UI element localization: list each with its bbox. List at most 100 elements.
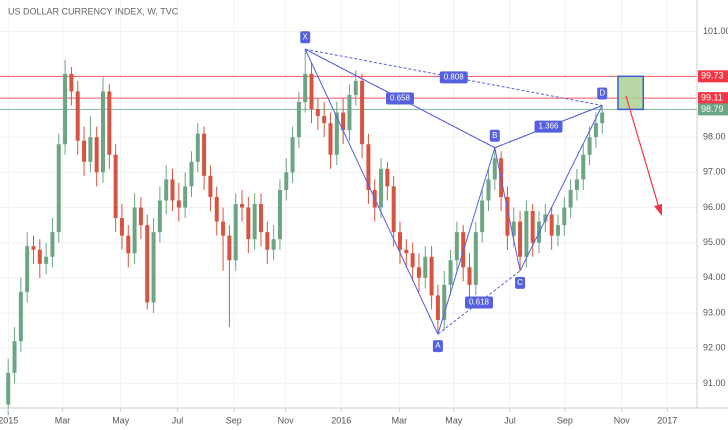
candle-body bbox=[271, 239, 276, 250]
candle-body bbox=[151, 232, 156, 303]
candle-body bbox=[227, 235, 232, 261]
x-tick-label: Mar bbox=[55, 415, 71, 425]
x-tick-label: May bbox=[445, 415, 463, 425]
candle-body bbox=[44, 256, 49, 264]
candle-body bbox=[480, 200, 485, 233]
price-label-box bbox=[698, 92, 728, 105]
candle-body bbox=[157, 200, 162, 233]
candle-body bbox=[581, 154, 586, 180]
target-zone bbox=[617, 75, 645, 111]
candle-body bbox=[221, 221, 226, 236]
candle-body bbox=[214, 196, 219, 222]
candle-body bbox=[442, 284, 447, 321]
x-tick-label: Jul bbox=[504, 415, 516, 425]
x-tick-label: Sep bbox=[226, 415, 242, 425]
candle-body bbox=[183, 186, 188, 208]
point-box bbox=[300, 31, 311, 44]
candle-body bbox=[568, 189, 573, 208]
candle-body bbox=[328, 123, 333, 155]
candle-body bbox=[202, 133, 207, 176]
candle-body bbox=[240, 204, 245, 208]
candle-body bbox=[189, 161, 194, 187]
y-tick-label: 97.00 bbox=[703, 167, 726, 177]
candle-body bbox=[101, 91, 106, 173]
x-tick-label: Sep bbox=[557, 415, 573, 425]
x-tick-label: 2015 bbox=[0, 415, 18, 425]
point-box bbox=[489, 129, 500, 142]
candle-body bbox=[37, 249, 42, 264]
x-tick-label: Nov bbox=[614, 415, 631, 425]
candle-body bbox=[309, 73, 314, 110]
candle-body bbox=[12, 341, 17, 373]
candle-body bbox=[334, 112, 339, 155]
projection-arrow bbox=[625, 95, 660, 209]
candle-body bbox=[303, 73, 308, 102]
candle-body bbox=[75, 91, 80, 141]
candle-body bbox=[107, 91, 112, 155]
candle-body bbox=[391, 186, 396, 233]
y-tick-label: 94.00 bbox=[703, 272, 726, 282]
pattern-leg bbox=[519, 105, 603, 272]
y-tick-label: 98.00 bbox=[703, 132, 726, 142]
point-box bbox=[432, 340, 443, 353]
candle-body bbox=[296, 102, 301, 138]
point-label: A bbox=[435, 341, 441, 350]
point-label: X bbox=[303, 32, 309, 41]
candle-body bbox=[233, 204, 238, 261]
candle-body bbox=[290, 137, 295, 173]
candle-body bbox=[574, 179, 579, 190]
point-box bbox=[515, 276, 526, 289]
candle-body bbox=[145, 225, 150, 303]
candle-body bbox=[360, 80, 365, 145]
price-label: 99.73 bbox=[701, 71, 724, 81]
x-tick-label: May bbox=[112, 415, 130, 425]
candle-body bbox=[69, 73, 74, 92]
price-label: 99.11 bbox=[701, 93, 723, 103]
candle-body bbox=[562, 207, 567, 226]
candle-body bbox=[524, 211, 529, 257]
candle-body bbox=[448, 260, 453, 285]
point-label: D bbox=[599, 89, 605, 98]
candle-body bbox=[31, 246, 36, 250]
ratio-box bbox=[386, 92, 415, 105]
candle-body bbox=[246, 207, 251, 240]
candle-body bbox=[113, 154, 118, 219]
candle-body bbox=[119, 218, 124, 236]
ratio-box bbox=[439, 71, 468, 84]
point-label: B bbox=[492, 131, 497, 140]
candle-body bbox=[518, 221, 523, 257]
price-label: 98.79 bbox=[701, 104, 724, 114]
ratio-label: 0.658 bbox=[390, 94, 411, 103]
candle-body bbox=[138, 207, 143, 226]
candle-body bbox=[435, 295, 440, 321]
candle-body bbox=[50, 232, 55, 257]
y-tick-label: 92.00 bbox=[703, 343, 726, 353]
candle-body bbox=[549, 214, 554, 236]
candle-body bbox=[284, 172, 289, 190]
x-tick-label: Nov bbox=[278, 415, 295, 425]
candle-body bbox=[347, 94, 352, 131]
y-tick-label: 91.00 bbox=[703, 378, 726, 388]
candle-body bbox=[164, 179, 169, 201]
pattern-leg bbox=[437, 147, 496, 335]
candle-body bbox=[126, 235, 131, 254]
price-label-box bbox=[698, 70, 728, 83]
candle-body bbox=[277, 189, 282, 240]
candle-body bbox=[94, 137, 99, 173]
candle-body bbox=[492, 158, 497, 180]
candle-body bbox=[423, 256, 428, 278]
candle-body bbox=[322, 116, 327, 124]
candle-body bbox=[18, 291, 23, 342]
candle-body bbox=[170, 179, 175, 201]
candle-body bbox=[473, 232, 478, 285]
candle-body bbox=[6, 372, 11, 405]
pattern-leg bbox=[304, 49, 439, 335]
candle-body bbox=[398, 232, 403, 250]
arrow-head bbox=[654, 204, 662, 216]
candle-body bbox=[511, 221, 516, 236]
point-label: C bbox=[517, 278, 523, 287]
y-tick-label: 93.00 bbox=[703, 307, 726, 317]
